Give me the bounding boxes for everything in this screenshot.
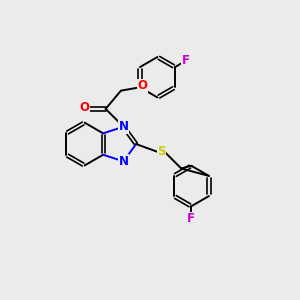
- Text: N: N: [118, 120, 128, 133]
- Text: N: N: [118, 155, 128, 168]
- Text: F: F: [182, 54, 190, 68]
- Text: O: O: [80, 101, 90, 114]
- Text: S: S: [157, 145, 166, 158]
- Text: F: F: [188, 212, 195, 225]
- Text: O: O: [137, 79, 147, 92]
